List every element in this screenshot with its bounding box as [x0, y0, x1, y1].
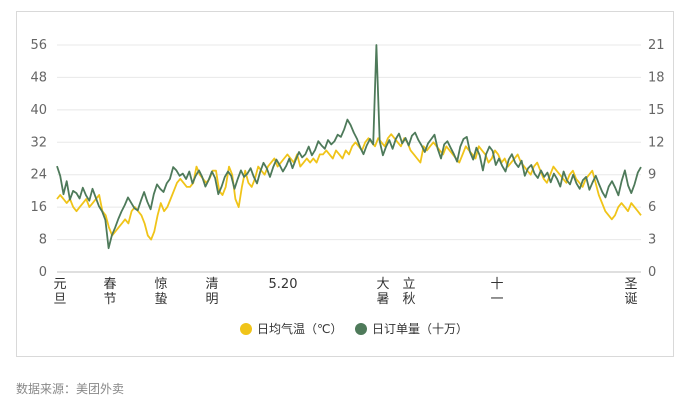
legend: 日均气温（℃） 日订单量（十万）	[240, 321, 468, 336]
data-source-note: 数据来源：美团外卖	[16, 382, 125, 396]
grid-lines	[57, 44, 641, 241]
chart-card	[16, 11, 674, 357]
left-tick-label: 16	[30, 200, 47, 215]
legend-orders-marker	[355, 323, 367, 335]
right-tick-label: 18	[648, 70, 665, 85]
right-tick-label: 3	[648, 233, 656, 248]
legend-temperature-label: 日均气温（℃）	[257, 321, 342, 336]
x-tick-label: 惊蛰	[154, 277, 167, 307]
temperature-series-line	[56, 133, 642, 241]
orders-series-line	[56, 44, 642, 250]
right-tick-label: 15	[648, 103, 665, 118]
x-tick-label: 春节	[103, 277, 116, 307]
legend-temperature-marker	[240, 323, 252, 335]
left-tick-label: 24	[30, 168, 47, 183]
legend-orders-label: 日订单量（十万）	[372, 322, 468, 336]
right-axis-ticks: 0 3 6 9 12 15 18 21	[648, 38, 665, 280]
x-tick-label: 立秋	[402, 277, 415, 307]
left-axis-ticks: 0 8 16 24 32 40 48 56	[30, 38, 47, 280]
x-tick-label: 清明	[205, 277, 218, 307]
x-tick-label: 元旦	[53, 277, 66, 307]
right-tick-label: 21	[648, 38, 665, 53]
left-tick-label: 48	[30, 70, 47, 85]
left-tick-label: 8	[39, 233, 47, 248]
x-tick-label: 十一	[490, 277, 503, 307]
right-tick-label: 0	[648, 265, 656, 280]
right-tick-label: 6	[648, 200, 656, 215]
right-tick-label: 9	[648, 168, 656, 183]
x-tick-label: 大暑	[376, 277, 389, 307]
left-tick-label: 0	[39, 265, 47, 280]
x-tick-label: 圣诞	[624, 277, 637, 307]
x-tick-label: 5.20	[269, 277, 298, 292]
left-tick-label: 32	[30, 135, 47, 150]
right-tick-label: 12	[648, 135, 665, 150]
left-tick-label: 56	[30, 38, 47, 53]
left-tick-label: 40	[30, 103, 47, 118]
series-lines	[56, 44, 642, 250]
